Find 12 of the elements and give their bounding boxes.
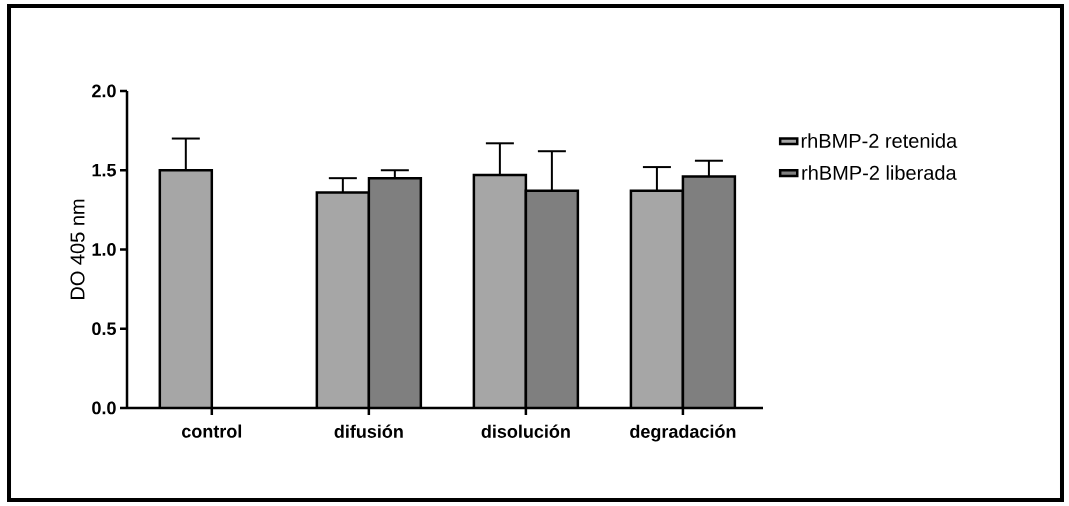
x-tick-label: degradación (630, 424, 736, 442)
x-tick-label: difusión (334, 424, 403, 438)
y-axis-title: DO 405 nm (70, 199, 85, 299)
x-tick-label: control (182, 424, 242, 438)
legend-label: rhBMP-2 retenida (801, 133, 958, 148)
y-tick-label: 1.0 (92, 243, 116, 256)
y-tick-label: 2.0 (92, 84, 116, 98)
y-tick-label: 1.5 (92, 163, 116, 177)
y-tick-label: 0.5 (92, 322, 116, 336)
x-tick-label: disolución (481, 424, 570, 438)
y-tick-label: 0.0 (92, 401, 116, 415)
legend-label: rhBMP-2 liberada (802, 165, 957, 180)
